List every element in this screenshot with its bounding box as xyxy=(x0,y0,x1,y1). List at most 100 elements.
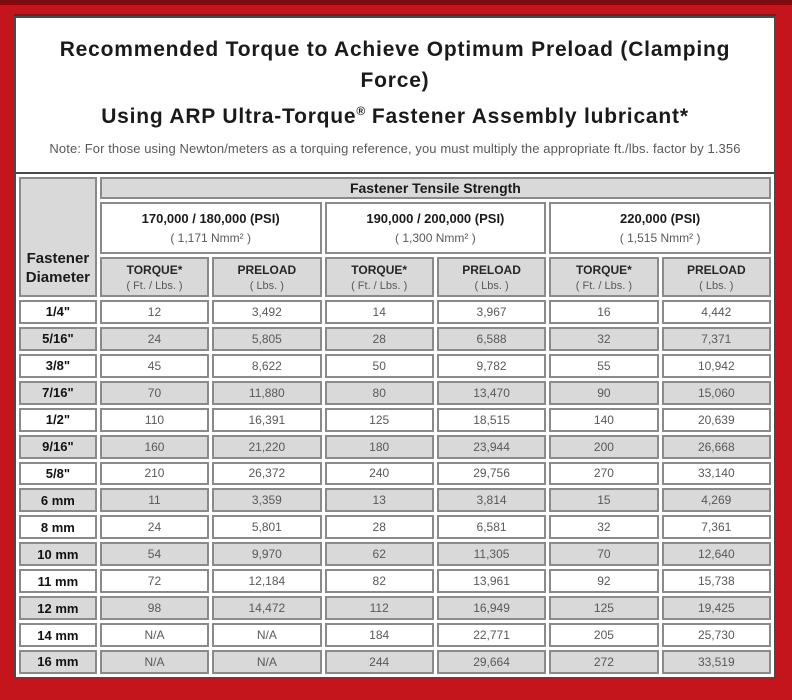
value-cell: 125 xyxy=(549,596,659,621)
value-cell: 10,942 xyxy=(661,353,771,378)
diameter-cell: 11 mm xyxy=(19,569,97,594)
table-body: 1/4" 12 3,492 14 3,967 16 4,442 5/16" 24 5,805 28 6… xyxy=(19,300,771,674)
torque-label: TORQUE* xyxy=(126,262,183,277)
value-cell: 16,391 xyxy=(212,407,322,432)
value-cell: 72 xyxy=(99,569,210,594)
value-cell: 28 xyxy=(324,326,434,351)
diameter-cell: 5/16" xyxy=(19,326,97,351)
table-row: 12 mm 98 14,472 112 16,949 125 19,425 xyxy=(19,596,771,621)
value-cell: 24 xyxy=(99,326,210,351)
document-title-line1: Recommended Torque to Achieve Optimum Pr… xyxy=(59,38,731,92)
value-cell: 184 xyxy=(324,623,434,647)
header-row-psi: 170,000 / 180,000 (PSI) ( 1,171 Nmm² ) 1… xyxy=(19,202,771,254)
conversion-note: Note: For those using Newton/meters as a… xyxy=(49,141,741,156)
value-cell: N/A xyxy=(212,649,322,674)
value-cell: 62 xyxy=(324,542,434,567)
diameter-cell: 7/16" xyxy=(19,380,97,405)
preload-unit: ( Lbs. ) xyxy=(699,279,734,292)
table-row: 9/16" 160 21,220 180 23,944 200 26,668 xyxy=(19,434,771,459)
value-cell: 33,519 xyxy=(661,649,771,674)
value-cell: 21,220 xyxy=(212,434,322,459)
table-row: 1/2" 110 16,391 125 18,515 140 20,639 xyxy=(19,407,771,432)
diameter-cell: 3/8" xyxy=(19,353,97,378)
psi-group-220: 220,000 (PSI) ( 1,515 Nmm² ) xyxy=(549,202,771,254)
diameter-cell: 5/8" xyxy=(19,461,97,486)
diameter-cell: 16 mm xyxy=(19,649,97,674)
value-cell: 7,371 xyxy=(661,326,771,351)
diameter-cell: 10 mm xyxy=(19,542,97,567)
title-block: Recommended Torque to Achieve Optimum Pr… xyxy=(16,18,774,162)
diameter-cell: 8 mm xyxy=(19,515,97,540)
value-cell: 45 xyxy=(99,353,210,378)
value-cell: 110 xyxy=(99,407,210,432)
value-cell: 32 xyxy=(549,515,659,540)
value-cell: 8,622 xyxy=(212,353,322,378)
value-cell: 4,269 xyxy=(661,488,771,513)
value-cell: 5,801 xyxy=(212,515,322,540)
value-cell: 23,944 xyxy=(436,434,547,459)
value-cell: 11,880 xyxy=(212,380,322,405)
psi-group-220-nmm: ( 1,515 Nmm² ) xyxy=(619,231,701,245)
value-cell: 24 xyxy=(99,515,210,540)
preload-column-header-3: PRELOAD ( Lbs. ) xyxy=(661,257,771,297)
diameter-cell: 1/4" xyxy=(19,300,97,324)
diameter-cell: 12 mm xyxy=(19,596,97,621)
value-cell: 7,361 xyxy=(661,515,771,540)
value-cell: 13,470 xyxy=(436,380,547,405)
torque-column-header-2: TORQUE* ( Ft. / Lbs. ) xyxy=(324,257,434,297)
torque-unit: ( Ft. / Lbs. ) xyxy=(126,279,183,292)
value-cell: 18,515 xyxy=(436,407,547,432)
tensile-strength-header: Fastener Tensile Strength xyxy=(99,177,771,199)
torque-label: TORQUE* xyxy=(576,262,632,277)
torque-unit: ( Ft. / Lbs. ) xyxy=(575,279,633,292)
document-page: Recommended Torque to Achieve Optimum Pr… xyxy=(14,16,776,679)
value-cell: 13 xyxy=(324,488,434,513)
table-row: 7/16" 70 11,880 80 13,470 90 15,060 xyxy=(19,380,771,405)
document-title-line2: Using ARP Ultra-Torque® Fastener Assembl… xyxy=(26,96,764,132)
value-cell: 33,140 xyxy=(661,461,771,486)
value-cell: 55 xyxy=(549,353,659,378)
table-row: 6 mm 11 3,359 13 3,814 15 4,269 xyxy=(19,488,771,513)
value-cell: 12,184 xyxy=(212,569,322,594)
table-row: 11 mm 72 12,184 82 13,961 92 15,738 xyxy=(19,569,771,594)
value-cell: 3,814 xyxy=(436,488,547,513)
preload-column-header-2: PRELOAD ( Lbs. ) xyxy=(436,257,547,297)
value-cell: N/A xyxy=(99,649,210,674)
table-row: 5/8" 210 26,372 240 29,756 270 33,140 xyxy=(19,461,771,486)
preload-column-header-1: PRELOAD ( Lbs. ) xyxy=(212,257,322,297)
table-row: 1/4" 12 3,492 14 3,967 16 4,442 xyxy=(19,300,771,324)
diameter-cell: 9/16" xyxy=(19,434,97,459)
value-cell: 98 xyxy=(99,596,210,621)
top-maroon-strip xyxy=(0,0,792,5)
torque-label: TORQUE* xyxy=(351,262,408,277)
value-cell: 9,782 xyxy=(436,353,547,378)
value-cell: 26,372 xyxy=(212,461,322,486)
value-cell: 11 xyxy=(99,488,210,513)
value-cell: 12,640 xyxy=(661,542,771,567)
title-line2-prefix: Using ARP Ultra-Torque xyxy=(101,105,357,128)
header-row-tensile: Fastener Diameter Fastener Tensile Stren… xyxy=(19,177,771,297)
value-cell: 112 xyxy=(324,596,434,621)
value-cell: 15,738 xyxy=(661,569,771,594)
value-cell: 3,967 xyxy=(436,300,547,324)
table-row: 16 mm N/A N/A 244 29,664 272 33,519 xyxy=(19,649,771,674)
value-cell: 272 xyxy=(549,649,659,674)
diameter-cell: 6 mm xyxy=(19,488,97,513)
psi-group-170-label: 170,000 / 180,000 (PSI) xyxy=(141,211,280,226)
preload-label: PRELOAD xyxy=(462,262,521,277)
value-cell: 32 xyxy=(549,326,659,351)
fastener-diameter-header-line1: Fastener xyxy=(26,250,90,267)
table-row: 8 mm 24 5,801 28 6,581 32 7,361 xyxy=(19,515,771,540)
value-cell: 244 xyxy=(324,649,434,674)
value-cell: 270 xyxy=(549,461,659,486)
value-cell: 3,359 xyxy=(212,488,322,513)
psi-group-170-nmm: ( 1,171 Nmm² ) xyxy=(170,231,251,245)
value-cell: 22,771 xyxy=(436,623,547,647)
value-cell: N/A xyxy=(99,623,210,647)
psi-group-220-label: 220,000 (PSI) xyxy=(620,211,701,226)
diameter-cell: 14 mm xyxy=(19,623,97,647)
registered-trademark-symbol: ® xyxy=(356,104,366,118)
psi-group-190-nmm: ( 1,300 Nmm² ) xyxy=(395,231,476,245)
table-row: 10 mm 54 9,970 62 11,305 70 12,640 xyxy=(19,542,771,567)
value-cell: 210 xyxy=(99,461,210,486)
